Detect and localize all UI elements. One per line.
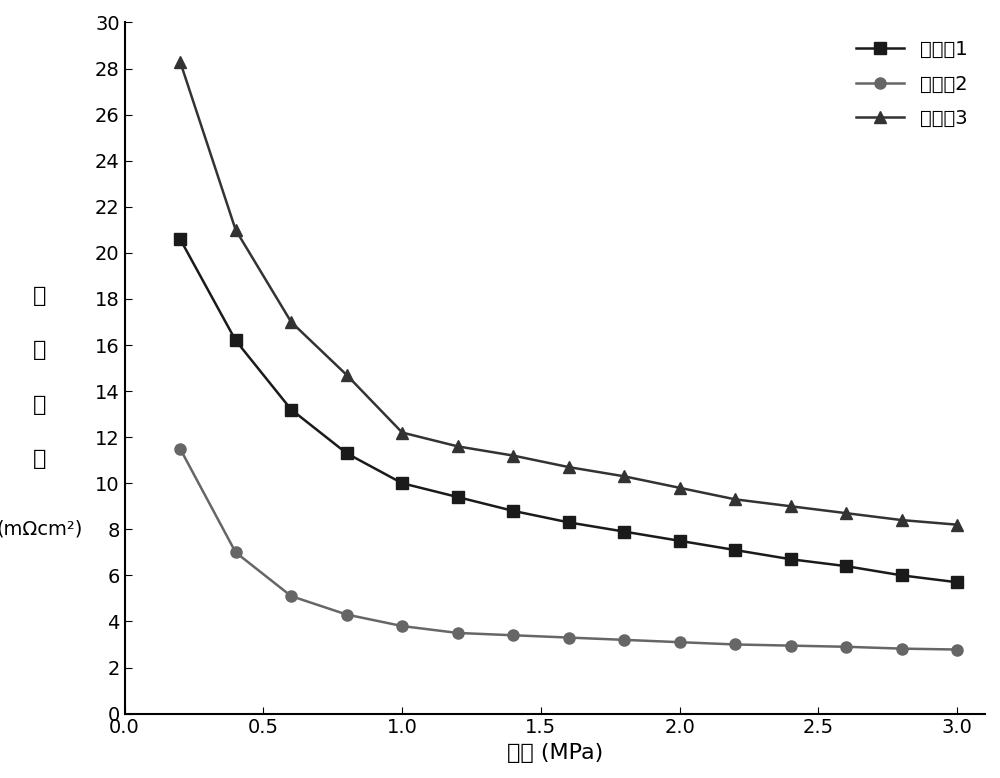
实施例3	[674, 483, 686, 492]
实施例2	[896, 644, 908, 654]
实施例2	[840, 642, 852, 651]
实施例3	[896, 515, 908, 524]
实施例3	[174, 57, 186, 66]
实施例1	[674, 536, 686, 545]
实施例2	[396, 622, 408, 631]
Line: 实施例3: 实施例3	[175, 56, 963, 531]
实施例3	[618, 471, 630, 481]
实施例2	[785, 641, 797, 650]
实施例2	[285, 591, 297, 601]
实施例2	[230, 548, 242, 557]
实施例1	[341, 449, 353, 458]
Text: 触: 触	[33, 340, 47, 360]
实施例1	[785, 555, 797, 564]
实施例3	[951, 520, 963, 529]
实施例3	[729, 495, 741, 504]
实施例2	[563, 633, 575, 642]
实施例1	[563, 517, 575, 527]
实施例3	[563, 462, 575, 471]
实施例2	[174, 444, 186, 454]
实施例2	[729, 640, 741, 649]
实施例2	[674, 637, 686, 647]
实施例1	[840, 562, 852, 571]
实施例2	[618, 635, 630, 644]
实施例2	[507, 631, 519, 640]
实施例1	[230, 336, 242, 345]
实施例1	[951, 577, 963, 587]
实施例1	[507, 506, 519, 516]
实施例1	[285, 405, 297, 414]
Line: 实施例2: 实施例2	[175, 443, 963, 655]
实施例1	[452, 492, 464, 502]
实施例1	[618, 527, 630, 536]
Text: 电: 电	[33, 394, 47, 415]
Text: 阻: 阻	[33, 449, 47, 469]
Text: (mΩcm²): (mΩcm²)	[0, 520, 83, 538]
实施例3	[341, 370, 353, 380]
Legend: 实施例1, 实施例2, 实施例3: 实施例1, 实施例2, 实施例3	[848, 32, 975, 136]
实施例3	[785, 502, 797, 511]
Text: 接: 接	[33, 286, 47, 306]
实施例2	[341, 610, 353, 619]
实施例3	[840, 509, 852, 518]
实施例1	[896, 571, 908, 580]
实施例1	[396, 478, 408, 488]
实施例3	[452, 442, 464, 451]
实施例3	[285, 317, 297, 327]
实施例1	[174, 234, 186, 244]
实施例3	[507, 451, 519, 461]
Line: 实施例1: 实施例1	[175, 233, 963, 588]
实施例3	[230, 225, 242, 234]
实施例3	[396, 428, 408, 437]
实施例2	[452, 629, 464, 638]
实施例2	[951, 645, 963, 654]
X-axis label: 压力 (MPa): 压力 (MPa)	[507, 743, 603, 763]
实施例1	[729, 545, 741, 555]
